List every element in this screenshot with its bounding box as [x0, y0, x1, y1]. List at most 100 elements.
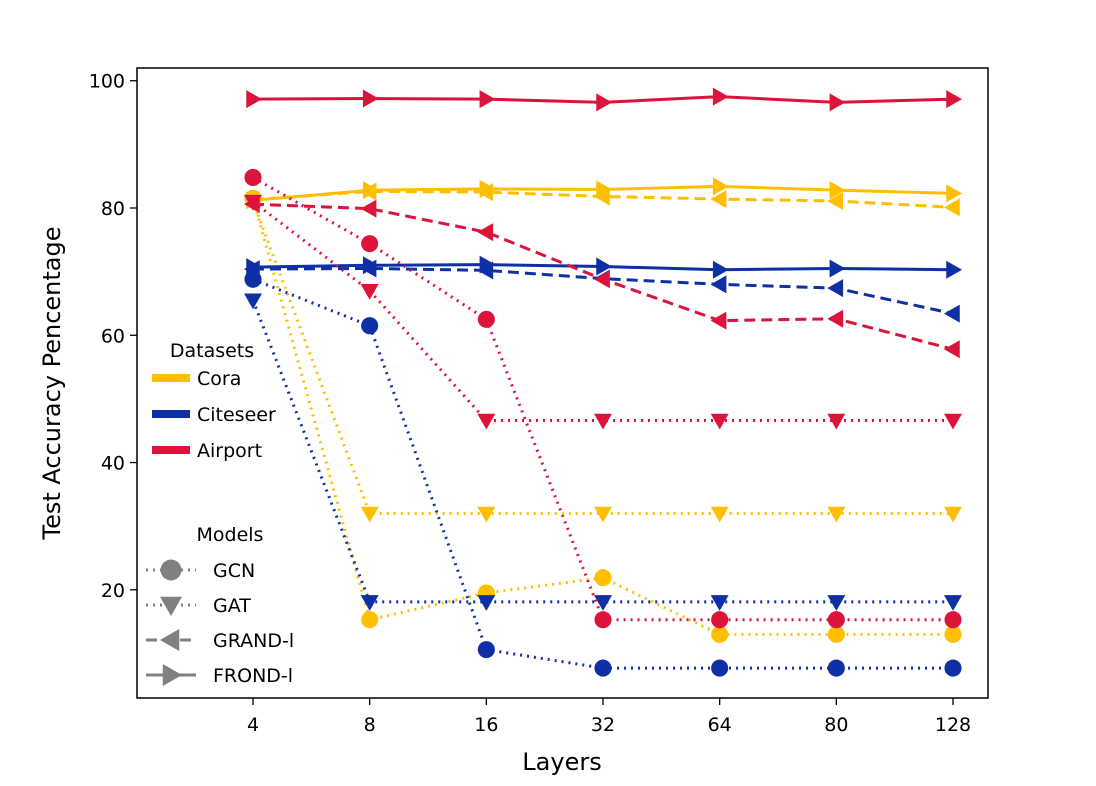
data-point-airport-frond-l [946, 90, 962, 109]
data-point-citeseer-gcn [477, 641, 495, 659]
data-point-cora-gcn [594, 569, 612, 587]
data-point-airport-grand-l [477, 223, 494, 242]
data-point-airport-gat [477, 413, 496, 430]
data-point-airport-grand-l [944, 340, 960, 359]
legend-label-cora: Cora [197, 368, 241, 390]
series-line-airport-gat [252, 200, 953, 423]
data-point-airport-frond-l [829, 93, 846, 112]
data-point-citeseer-gat [477, 595, 496, 611]
data-point-cora-gcn [361, 611, 379, 629]
data-point-airport-frond-l [712, 87, 729, 106]
data-point-airport-frond-l [362, 89, 379, 108]
legend-datasets: Datasets Cora Citeseer Airport [152, 340, 276, 462]
data-point-airport-grand-l [827, 309, 844, 328]
data-point-citeseer-frond-l [946, 260, 962, 279]
legend-label-frond-l: FROND-l [213, 665, 293, 687]
data-point-cora-gat [827, 506, 846, 523]
data-point-citeseer-grand-l [944, 304, 960, 323]
x-tick-label: 16 [474, 714, 498, 736]
series-airport-gcn [244, 168, 962, 629]
data-point-citeseer-frond-l [362, 256, 379, 275]
legend-label-airport: Airport [197, 440, 262, 462]
data-point-cora-frond-l [479, 179, 496, 198]
legend-label-gcn: GCN [213, 560, 255, 582]
data-point-citeseer-frond-l [712, 260, 729, 279]
data-point-citeseer-grand-l [710, 275, 727, 294]
x-tick-label: 64 [708, 714, 732, 736]
data-point-airport-gcn [594, 611, 612, 629]
y-axis: 20 40 60 80 100 [89, 71, 137, 602]
data-point-airport-grand-l [710, 311, 727, 330]
data-point-airport-gat [594, 413, 612, 430]
data-point-airport-gat [827, 413, 846, 430]
data-point-citeseer-frond-l [479, 255, 496, 274]
data-point-airport-frond-l [596, 93, 612, 112]
legend-marker-gcn [160, 559, 182, 581]
data-point-airport-gat [360, 283, 379, 300]
data-point-citeseer-gat [710, 595, 729, 611]
data-point-cora-gcn [944, 625, 962, 643]
data-point-citeseer-frond-l [829, 259, 846, 278]
data-point-cora-gat [360, 506, 379, 523]
data-point-cora-gcn [711, 625, 729, 643]
data-point-citeseer-grand-l [827, 279, 844, 298]
data-point-cora-gcn [827, 625, 845, 643]
data-point-citeseer-gcn [827, 659, 845, 677]
data-point-cora-gat [477, 506, 496, 523]
series-line-airport-gcn [252, 176, 953, 622]
legend-label-grand-l: GRAND-l [213, 630, 294, 652]
legend-label-citeseer: Citeseer [197, 404, 276, 426]
data-point-cora-frond-l [712, 177, 729, 196]
series-citeseer-frond-l [246, 255, 962, 279]
y-axis-title: Test Accuracy Pencentage [38, 227, 66, 541]
data-point-citeseer-gat [244, 293, 262, 310]
series-citeseer-gat [244, 293, 962, 611]
legend-title: Models [197, 524, 264, 546]
x-tick-label: 80 [824, 714, 848, 736]
x-axis-title: Layers [522, 748, 601, 776]
data-point-airport-gcn [711, 611, 729, 629]
data-point-airport-gcn [827, 611, 845, 629]
data-point-airport-gat [710, 413, 729, 430]
legend-marker-frond-l [162, 664, 182, 686]
legend-marker-grand-l [160, 629, 180, 651]
data-point-airport-frond-l [246, 90, 262, 109]
y-tick-label: 100 [89, 71, 125, 93]
data-point-cora-gat [710, 506, 729, 523]
data-point-citeseer-gcn [711, 659, 729, 677]
data-point-cora-frond-l [829, 181, 846, 200]
data-point-cora-frond-l [362, 181, 379, 200]
data-point-airport-gcn [477, 310, 495, 328]
data-point-cora-grand-l [827, 192, 844, 210]
x-tick-label: 32 [591, 714, 615, 736]
series-line-citeseer-gat [251, 299, 953, 604]
data-point-citeseer-gat [594, 595, 612, 611]
series-line-cora-gat [251, 201, 953, 515]
legend-label-gat: GAT [213, 595, 251, 617]
plot-frame [136, 67, 989, 699]
y-tick-label: 60 [101, 325, 125, 347]
data-point-airport-gcn [244, 168, 262, 187]
data-point-cora-gat [944, 506, 962, 523]
data-point-airport-grand-l [244, 195, 260, 214]
x-tick-label: 128 [935, 714, 971, 736]
data-point-cora-grand-l [710, 190, 727, 209]
data-point-citeseer-gcn [594, 659, 612, 677]
y-tick-label: 40 [101, 453, 125, 475]
data-point-cora-frond-l [946, 184, 962, 203]
series-airport-grand-l [244, 195, 960, 359]
data-point-airport-grand-l [594, 270, 610, 289]
series-layer [244, 87, 962, 677]
legend-models: Models GCN GAT GRAND-l FROND-l [146, 524, 294, 687]
data-point-cora-gat [594, 506, 612, 523]
series-citeseer-gcn [244, 270, 962, 677]
data-point-airport-gcn [361, 235, 379, 253]
data-point-citeseer-frond-l [596, 257, 612, 276]
data-point-citeseer-gat [827, 595, 846, 611]
data-point-citeseer-gat [944, 595, 962, 611]
series-airport-gat [244, 194, 962, 430]
x-tick-label: 4 [247, 714, 259, 736]
data-point-airport-gcn [944, 611, 962, 629]
data-point-cora-frond-l [596, 180, 612, 199]
